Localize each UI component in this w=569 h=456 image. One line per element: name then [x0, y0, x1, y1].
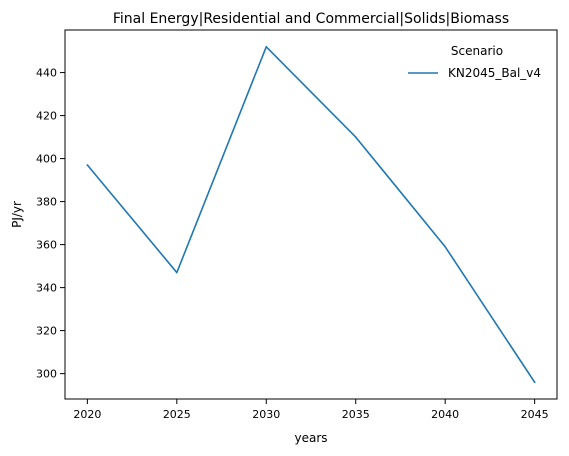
y-tick-label: 320 — [36, 325, 57, 338]
y-tick-label: 360 — [36, 239, 57, 252]
y-tick-label: 380 — [36, 196, 57, 209]
legend: Scenario KN2045_Bal_v4 — [408, 44, 541, 80]
legend-title: Scenario — [451, 44, 503, 58]
y-tick-label: 420 — [36, 110, 57, 123]
y-axis-label: PJ/yr — [10, 201, 24, 228]
x-axis: 2020 2025 2030 2035 2040 2045 — [73, 399, 549, 421]
data-point — [176, 271, 178, 274]
x-tick-label: 2030 — [252, 408, 280, 421]
y-axis: 300 320 340 360 380 400 420 440 — [36, 67, 65, 381]
data-point — [265, 45, 268, 48]
plot-area — [64, 29, 558, 400]
series-line — [86, 45, 536, 384]
y-tick-label: 340 — [36, 282, 57, 295]
x-tick-label: 2035 — [342, 408, 370, 421]
legend-label: KN2045_Bal_v4 — [448, 66, 541, 80]
data-point — [354, 136, 357, 138]
x-tick-label: 2040 — [431, 408, 459, 421]
chart-title: Final Energy|Residential and Commercial|… — [113, 11, 509, 27]
x-tick-label: 2025 — [163, 408, 191, 421]
data-point — [444, 245, 446, 248]
x-tick-label: 2045 — [521, 408, 549, 421]
data-point — [86, 164, 89, 166]
series-layer — [86, 45, 536, 384]
x-tick-label: 2020 — [73, 408, 101, 421]
data-point — [533, 381, 536, 384]
y-tick-label: 400 — [36, 153, 57, 166]
x-axis-label: years — [294, 431, 327, 445]
y-tick-label: 440 — [36, 67, 57, 80]
y-tick-label: 300 — [36, 368, 57, 381]
